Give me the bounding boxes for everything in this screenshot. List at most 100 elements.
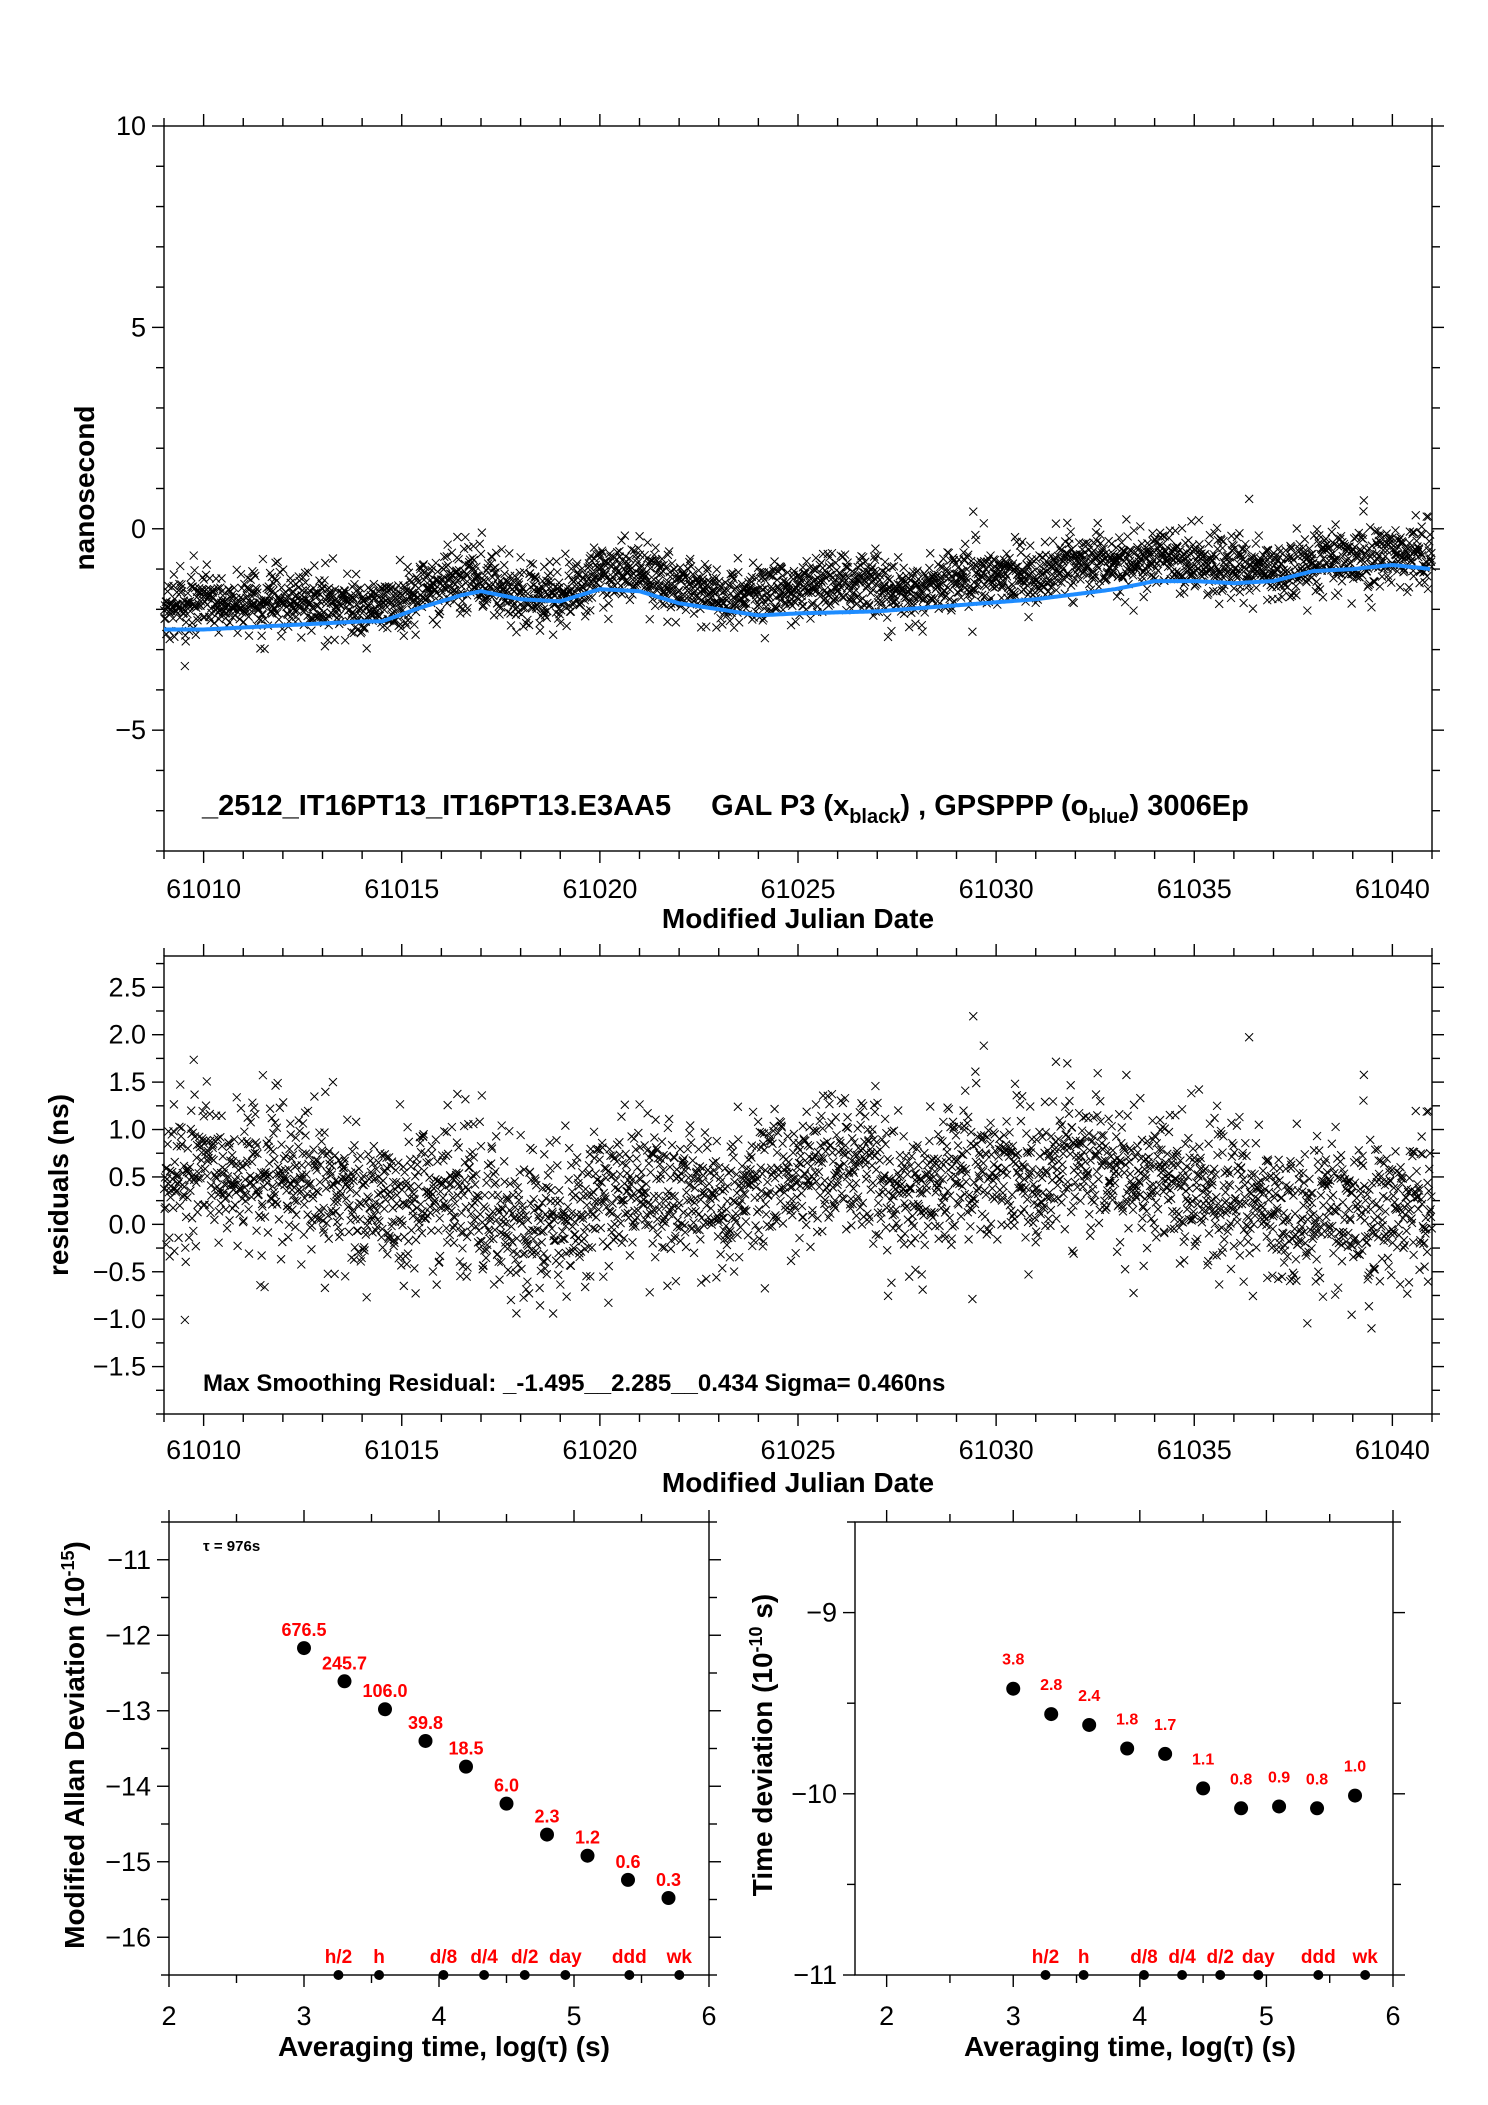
- x-marker: [347, 627, 356, 637]
- x-marker: [525, 1167, 535, 1177]
- x-marker: [1409, 571, 1419, 581]
- x-marker: [1408, 527, 1418, 537]
- x-marker: [1007, 580, 1017, 589]
- x-marker: [186, 1106, 196, 1116]
- x-marker: [217, 1111, 226, 1121]
- x-marker: [589, 1127, 599, 1137]
- x-marker: [882, 1245, 892, 1255]
- x-marker: [875, 1156, 884, 1165]
- x-marker: [874, 1230, 884, 1240]
- x-tick-label: 61035: [1157, 1435, 1232, 1465]
- x-marker: [561, 549, 570, 559]
- x-marker: [1242, 545, 1251, 554]
- x-marker: [202, 1171, 212, 1181]
- x-marker: [612, 547, 622, 557]
- x-marker: [245, 601, 254, 610]
- x-marker: [449, 1212, 458, 1222]
- x-marker: [395, 555, 405, 565]
- x-marker: [191, 630, 201, 640]
- x-marker: [598, 603, 608, 612]
- x-marker: [483, 1171, 493, 1181]
- x-marker: [899, 563, 909, 573]
- x-marker: [840, 550, 850, 559]
- x-marker: [490, 1167, 500, 1176]
- x-marker: [330, 1151, 340, 1160]
- x-marker: [566, 1261, 576, 1271]
- x-marker: [674, 587, 683, 597]
- x-marker: [190, 1090, 199, 1099]
- x-marker: [550, 590, 559, 600]
- x-marker: [206, 615, 215, 625]
- x-marker: [1083, 562, 1093, 571]
- x-marker: [1385, 534, 1394, 544]
- x-marker: [383, 1249, 392, 1259]
- x-marker: [701, 1274, 711, 1284]
- x-marker: [776, 562, 786, 572]
- x-marker: [1369, 577, 1379, 587]
- x-marker: [806, 1161, 816, 1171]
- x-marker: [426, 591, 435, 601]
- x-marker: [1422, 512, 1432, 521]
- x-marker: [650, 1252, 660, 1262]
- x-marker: [1365, 523, 1375, 532]
- x-marker: [539, 1150, 549, 1159]
- x-marker: [870, 1107, 880, 1117]
- x-marker: [351, 1214, 361, 1224]
- x-marker: [250, 1109, 260, 1119]
- x-marker: [276, 1254, 286, 1264]
- x-marker: [541, 1193, 551, 1203]
- x-marker: [214, 1238, 223, 1248]
- x-marker: [669, 565, 679, 574]
- x-marker: [741, 1217, 751, 1226]
- x-marker: [870, 555, 880, 564]
- x-marker: [244, 631, 254, 640]
- x-marker: [803, 571, 813, 580]
- x-marker: [1069, 598, 1079, 608]
- x-marker: [194, 601, 203, 611]
- x-marker: [396, 1261, 406, 1270]
- x-marker: [469, 1119, 478, 1129]
- x-marker: [1261, 553, 1270, 563]
- x-marker: [645, 1287, 655, 1297]
- x-marker: [681, 605, 691, 615]
- x-marker: [433, 1157, 442, 1166]
- x-marker: [787, 1182, 797, 1192]
- x-marker: [588, 1210, 597, 1219]
- x-marker: [256, 644, 265, 653]
- x-marker: [916, 594, 926, 604]
- x-marker: [615, 1137, 624, 1147]
- x-marker: [617, 536, 626, 545]
- x-marker: [238, 1217, 248, 1227]
- x-marker: [495, 1275, 504, 1284]
- x-marker: [180, 1315, 190, 1325]
- x-marker: [394, 1201, 404, 1211]
- x-marker: [1292, 524, 1302, 533]
- x-marker: [654, 1191, 663, 1201]
- x-marker: [399, 1281, 409, 1291]
- x-marker: [1238, 545, 1247, 554]
- x-marker: [349, 628, 359, 638]
- x-marker: [1192, 557, 1202, 567]
- x-marker: [778, 1139, 787, 1148]
- x-marker: [562, 621, 571, 631]
- x-marker: [395, 604, 404, 614]
- x-marker: [1274, 544, 1284, 553]
- x-marker: [1203, 590, 1212, 600]
- x-marker: [760, 633, 770, 643]
- x-marker: [515, 1167, 525, 1177]
- x-marker: [635, 1100, 644, 1109]
- title-series-a: GAL P3 (x: [711, 790, 849, 822]
- x-marker: [434, 1226, 443, 1235]
- x-marker: [331, 1206, 341, 1216]
- x-marker: [265, 1104, 275, 1114]
- x-marker: [555, 1259, 564, 1269]
- x-marker: [257, 1251, 267, 1260]
- x-marker: [477, 528, 487, 537]
- x-marker: [1096, 557, 1106, 567]
- x-marker: [702, 566, 712, 576]
- x-marker: [1299, 547, 1309, 557]
- x-marker: [1178, 571, 1188, 581]
- x-marker: [865, 600, 874, 609]
- x-marker: [669, 1153, 679, 1163]
- x-marker: [180, 661, 190, 671]
